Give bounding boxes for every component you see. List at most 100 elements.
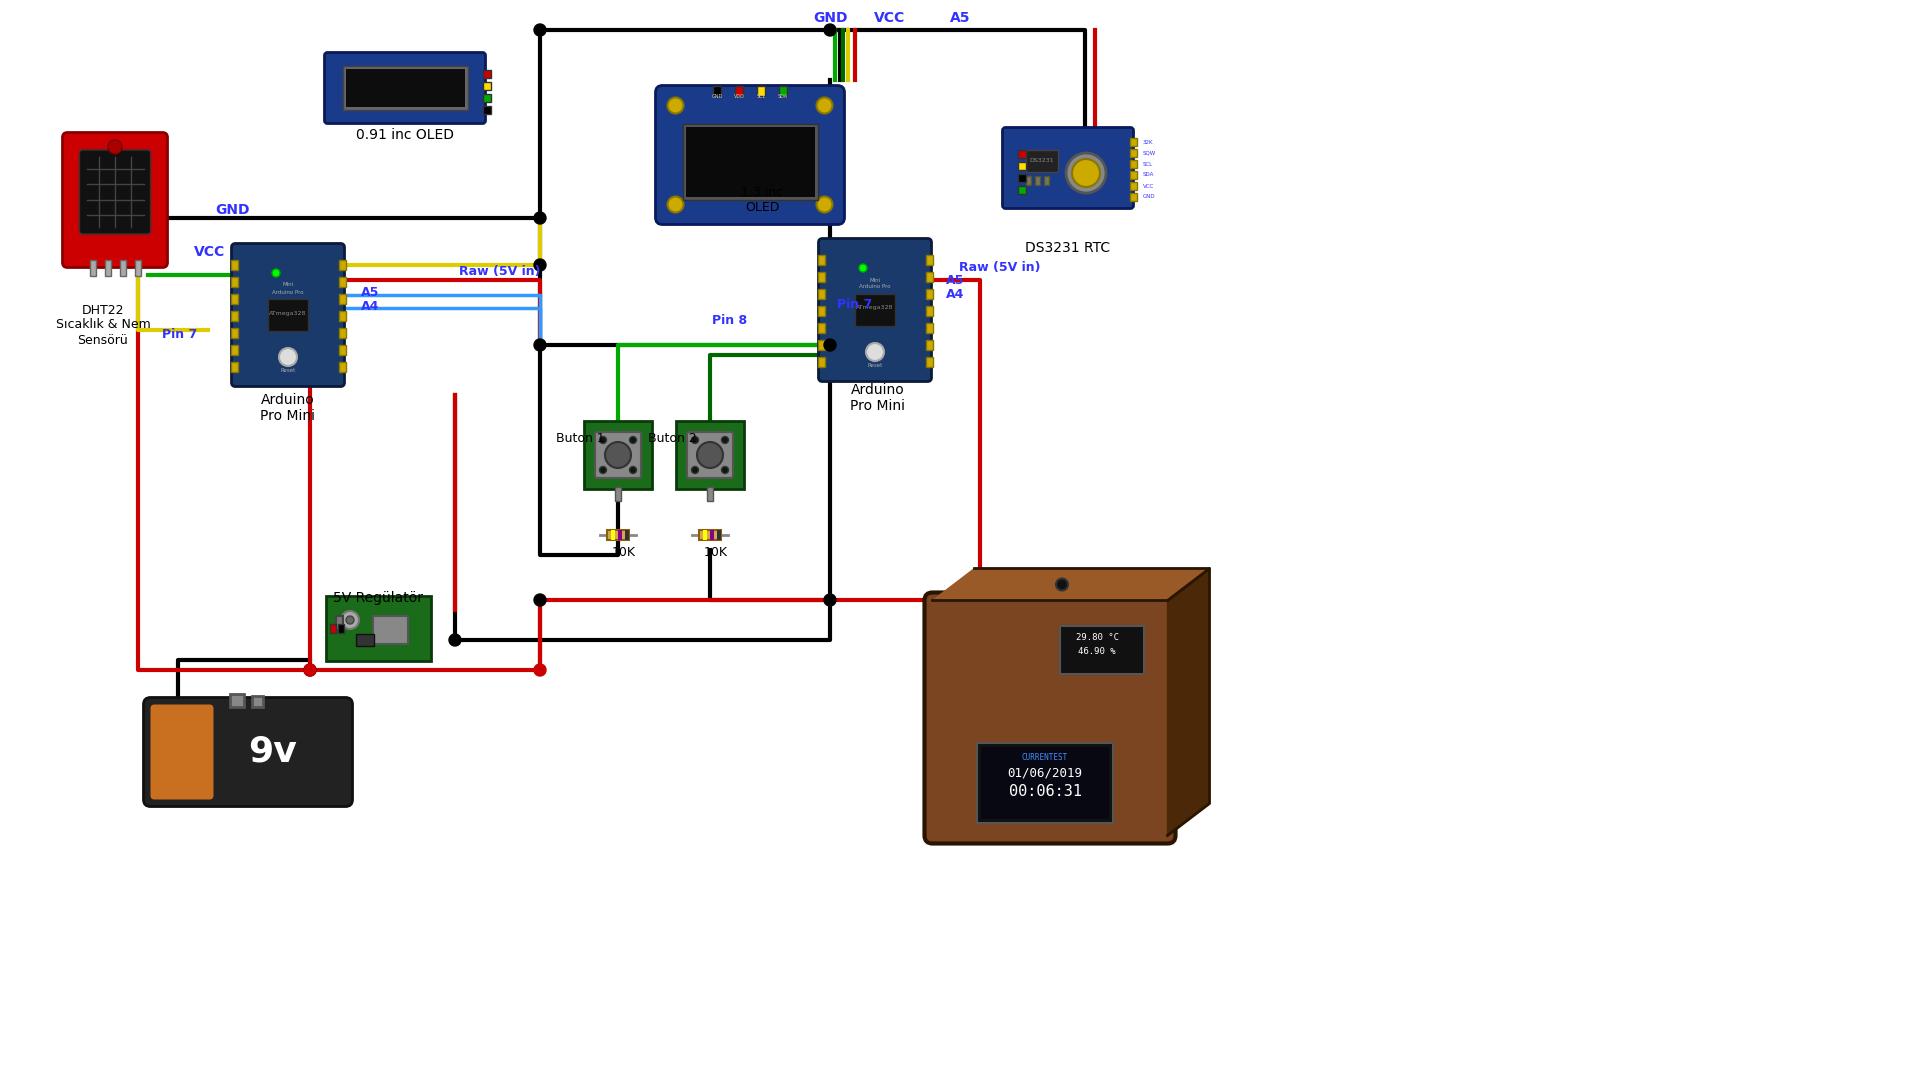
FancyBboxPatch shape: [1002, 127, 1133, 208]
Circle shape: [449, 634, 461, 646]
Bar: [1035, 176, 1041, 185]
Bar: [90, 259, 96, 275]
Bar: [338, 311, 346, 321]
Text: SDA: SDA: [1142, 173, 1154, 177]
Circle shape: [866, 343, 883, 361]
Bar: [1044, 176, 1048, 185]
Text: 01/06/2019: 01/06/2019: [1008, 767, 1083, 780]
Bar: [925, 356, 933, 366]
Bar: [818, 323, 824, 333]
Circle shape: [108, 140, 123, 154]
Bar: [977, 743, 1114, 823]
Circle shape: [534, 594, 545, 606]
Circle shape: [816, 97, 833, 113]
Text: GND: GND: [712, 94, 722, 99]
Text: A5: A5: [361, 285, 378, 298]
FancyBboxPatch shape: [144, 698, 353, 807]
Bar: [1129, 171, 1137, 179]
Text: Pin 7: Pin 7: [837, 298, 872, 311]
Text: Pin 8: Pin 8: [712, 313, 747, 326]
Text: 0.91 inc OLED: 0.91 inc OLED: [355, 129, 453, 141]
Text: ATmega328: ATmega328: [269, 311, 307, 315]
Text: SCL: SCL: [1142, 162, 1152, 166]
Bar: [230, 345, 238, 354]
Text: Arduino
Pro Mini: Arduino Pro Mini: [261, 393, 315, 423]
Text: 5V Regülatör: 5V Regülatör: [332, 591, 422, 605]
Bar: [106, 259, 111, 275]
Text: 10K: 10K: [705, 546, 728, 559]
Text: VDD: VDD: [733, 94, 745, 99]
Bar: [482, 70, 490, 78]
Bar: [756, 85, 764, 95]
FancyBboxPatch shape: [79, 150, 150, 234]
Bar: [699, 530, 722, 540]
Circle shape: [668, 97, 684, 113]
Bar: [925, 288, 933, 298]
Circle shape: [534, 212, 545, 224]
Circle shape: [858, 264, 868, 272]
Bar: [1129, 160, 1137, 168]
Bar: [330, 624, 336, 633]
Text: Reset: Reset: [280, 368, 296, 373]
Text: 29.80 °C: 29.80 °C: [1075, 633, 1119, 642]
Bar: [1129, 149, 1137, 157]
Bar: [230, 276, 238, 286]
Text: DHT22
Sıcaklık & Nem
Sensörü: DHT22 Sıcaklık & Nem Sensörü: [56, 303, 150, 347]
Circle shape: [599, 436, 607, 444]
Text: Arduino Pro: Arduino Pro: [273, 289, 303, 295]
Bar: [230, 294, 238, 303]
Text: DS3231 RTC: DS3231 RTC: [1025, 241, 1110, 255]
Bar: [230, 327, 238, 337]
Bar: [607, 530, 630, 540]
Text: GND: GND: [812, 11, 847, 25]
Bar: [818, 288, 824, 298]
Bar: [252, 696, 263, 706]
Text: 00:06:31: 00:06:31: [1008, 783, 1081, 798]
Bar: [925, 306, 933, 315]
Polygon shape: [933, 568, 1210, 600]
Text: VCC: VCC: [194, 245, 227, 259]
Bar: [685, 127, 814, 197]
Text: SCL: SCL: [756, 94, 766, 99]
FancyBboxPatch shape: [63, 133, 167, 268]
Text: Arduino Pro: Arduino Pro: [858, 284, 891, 289]
Bar: [614, 487, 620, 501]
Circle shape: [630, 436, 637, 444]
Bar: [326, 595, 430, 661]
Text: VCC: VCC: [874, 11, 906, 25]
Bar: [682, 124, 818, 200]
Bar: [1129, 138, 1137, 146]
Bar: [342, 66, 467, 110]
Text: DS3231: DS3231: [1029, 159, 1054, 163]
Bar: [618, 530, 622, 540]
Text: A5: A5: [947, 273, 964, 286]
Bar: [584, 421, 653, 489]
FancyBboxPatch shape: [595, 432, 641, 478]
Bar: [1060, 626, 1144, 674]
Bar: [925, 255, 933, 265]
Bar: [735, 85, 743, 95]
Bar: [346, 69, 465, 107]
FancyBboxPatch shape: [655, 85, 845, 225]
Bar: [981, 747, 1110, 819]
Bar: [482, 82, 490, 90]
FancyBboxPatch shape: [818, 239, 931, 381]
Bar: [230, 259, 238, 270]
Bar: [818, 255, 824, 265]
Text: GND: GND: [1142, 194, 1156, 200]
Circle shape: [697, 442, 724, 468]
Circle shape: [722, 467, 728, 473]
Bar: [1018, 186, 1025, 194]
Text: 32K: 32K: [1142, 139, 1154, 145]
Circle shape: [346, 616, 353, 624]
Text: CURRENTEST: CURRENTEST: [1021, 754, 1068, 762]
Bar: [676, 421, 745, 489]
Text: Reset: Reset: [868, 363, 883, 368]
Circle shape: [534, 259, 545, 271]
FancyBboxPatch shape: [925, 593, 1175, 843]
Bar: [338, 294, 346, 303]
Bar: [482, 106, 490, 114]
Text: A4: A4: [947, 288, 964, 301]
Text: 46.90 %: 46.90 %: [1079, 648, 1116, 657]
Text: Arduino
Pro Mini: Arduino Pro Mini: [851, 383, 906, 413]
